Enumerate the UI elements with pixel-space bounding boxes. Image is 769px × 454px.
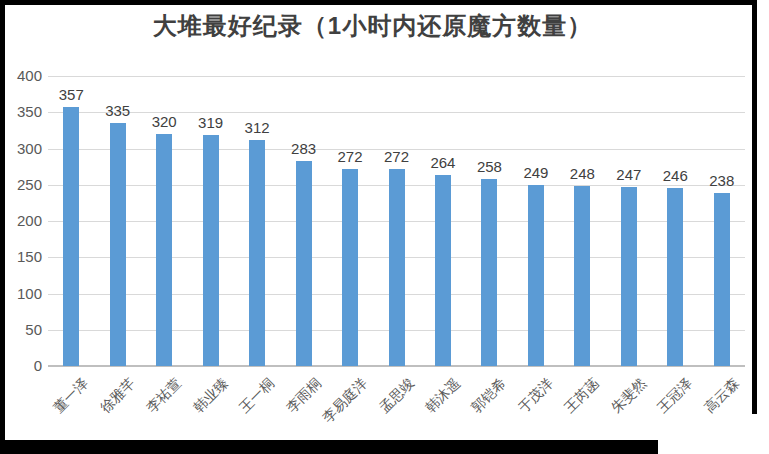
frame-border-top xyxy=(0,0,757,5)
y-axis-tick-label: 350 xyxy=(0,102,42,122)
bar xyxy=(156,134,172,366)
bar-value-label: 283 xyxy=(281,139,327,159)
y-axis-tick-label: 250 xyxy=(0,175,42,195)
bar xyxy=(296,161,312,366)
y-axis-tick-label: 400 xyxy=(0,66,42,86)
bar xyxy=(63,107,79,366)
bar-value-label: 246 xyxy=(652,166,698,186)
y-axis-tick-label: 100 xyxy=(0,284,42,304)
y-axis-tick-label: 0 xyxy=(0,356,42,376)
bar xyxy=(714,193,730,366)
bar xyxy=(435,175,451,366)
bar-value-label: 357 xyxy=(48,85,94,105)
bar-chart: 大堆最好纪录（1小时内还原魔方数量） 0 50 100 150 200 250 300 350… xyxy=(0,0,769,454)
bar-value-label: 247 xyxy=(606,165,652,185)
chart-title: 大堆最好纪录（1小时内还原魔方数量） xyxy=(0,10,745,42)
bar xyxy=(481,179,497,366)
bar-value-label: 248 xyxy=(559,164,605,184)
y-axis-tick-label: 150 xyxy=(0,247,42,267)
bar-value-label: 319 xyxy=(188,113,234,133)
y-axis-tick-label: 50 xyxy=(0,320,42,340)
bar-value-label: 258 xyxy=(466,157,512,177)
bar xyxy=(574,186,590,366)
frame-border-left xyxy=(0,0,5,454)
bar-value-label: 238 xyxy=(699,171,745,191)
bar-value-label: 264 xyxy=(420,153,466,173)
bar-value-label: 335 xyxy=(95,101,141,121)
bar-value-label: 272 xyxy=(374,147,420,167)
bar-value-label: 312 xyxy=(234,118,280,138)
bar-value-label: 249 xyxy=(513,163,559,183)
bar xyxy=(110,123,126,366)
y-axis-tick-label: 200 xyxy=(0,211,42,231)
bar-value-label: 320 xyxy=(141,112,187,132)
bar xyxy=(249,140,265,366)
frame-border-right xyxy=(752,0,757,414)
bar xyxy=(528,185,544,366)
bar xyxy=(342,169,358,366)
gridline xyxy=(48,76,745,77)
bar xyxy=(203,135,219,366)
bar-value-label: 272 xyxy=(327,147,373,167)
frame-border-bottom xyxy=(0,440,658,454)
bar xyxy=(621,187,637,366)
bar xyxy=(389,169,405,366)
y-axis-tick-label: 300 xyxy=(0,139,42,159)
bar xyxy=(667,188,683,366)
